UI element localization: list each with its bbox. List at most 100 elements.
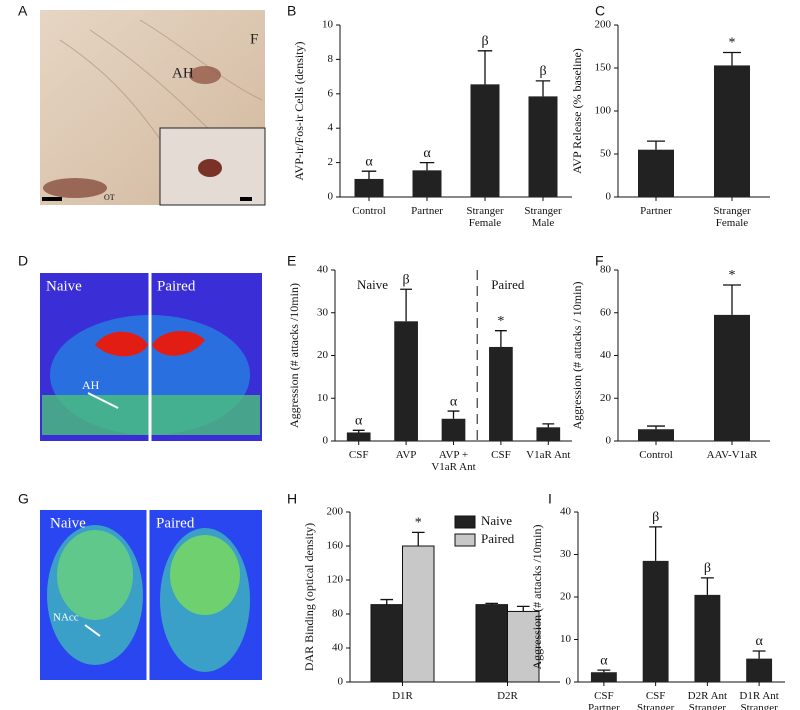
- x-tick-label: D1R: [392, 690, 413, 702]
- x-tick-label: Stranger Female: [466, 205, 504, 229]
- x-tick-label: D1R Ant Stranger: [739, 690, 778, 710]
- bar: [536, 427, 561, 441]
- y-tick-label: 120: [327, 574, 344, 586]
- panel-letter: E: [287, 253, 296, 269]
- y-tick-label: 40: [332, 642, 344, 654]
- significance-mark: β: [539, 64, 546, 79]
- bar: [370, 604, 403, 683]
- bar: [470, 84, 500, 197]
- panel-letter: G: [18, 491, 29, 507]
- error-bar: [516, 605, 530, 612]
- bar: [642, 560, 669, 682]
- y-tick-label: 40: [560, 506, 572, 518]
- y-tick-label: 10: [322, 19, 334, 31]
- y-tick-label: 6: [328, 87, 334, 99]
- significance-mark: β: [652, 510, 659, 525]
- y-tick-label: 30: [317, 306, 329, 318]
- y-tick-label: 8: [328, 53, 334, 65]
- y-tick-label: 20: [560, 591, 572, 603]
- image-label: AH: [82, 378, 100, 392]
- panel-letter: D: [18, 253, 28, 269]
- image-label: OT: [104, 193, 115, 202]
- image-label: Naive: [46, 278, 82, 294]
- bar: [714, 65, 750, 197]
- x-tick-label: AVP: [396, 449, 417, 461]
- error-bar: [400, 288, 413, 322]
- image-d: Naive Paired AH: [40, 273, 262, 441]
- y-axis-label: Aggression (# attacks / 10min): [570, 282, 584, 430]
- y-tick-label: 4: [328, 122, 334, 134]
- error-bar: [723, 51, 741, 66]
- y-tick-label: 60: [600, 306, 612, 318]
- panel-letter: F: [595, 253, 604, 269]
- legend-label: Paired: [481, 531, 515, 546]
- x-tick-label: V1aR Ant: [526, 449, 570, 461]
- y-tick-label: 80: [332, 608, 344, 620]
- significance-mark: α: [755, 634, 763, 649]
- significance-mark: *: [729, 36, 736, 51]
- x-tick-label: CSF Stranger: [637, 690, 675, 710]
- y-tick-label: 2: [328, 156, 334, 168]
- panel-letter: B: [287, 3, 296, 19]
- y-tick-label: 50: [600, 148, 612, 160]
- image-label: Naive: [50, 515, 86, 531]
- x-tick-label: AAV-V1aR: [707, 449, 758, 461]
- bar: [402, 545, 435, 683]
- panel-letter: H: [287, 491, 297, 507]
- significance-mark: α: [355, 414, 363, 429]
- significance-mark: β: [481, 34, 488, 49]
- panel-letter: I: [548, 491, 552, 507]
- x-tick-label: Stranger Female: [713, 205, 751, 229]
- y-tick-label: 0: [323, 435, 329, 447]
- significance-mark: α: [600, 653, 608, 668]
- x-tick-label: AVP + V1aR Ant: [431, 449, 475, 473]
- bar: [346, 432, 371, 441]
- y-tick-label: 10: [317, 392, 329, 404]
- bar: [694, 594, 721, 682]
- significance-mark: β: [403, 272, 410, 287]
- y-tick-label: 0: [338, 676, 344, 688]
- error-bar: [352, 429, 365, 433]
- y-tick-label: 150: [595, 62, 612, 74]
- y-tick-label: 40: [317, 264, 329, 276]
- significance-mark: *: [497, 314, 504, 329]
- bar: [507, 610, 540, 683]
- image-a: F AH OT: [40, 10, 266, 206]
- legend-swatch: [454, 533, 476, 547]
- y-tick-label: 160: [327, 540, 344, 552]
- bar: [489, 346, 513, 441]
- y-tick-label: 0: [566, 676, 572, 688]
- image-label: F: [250, 31, 258, 47]
- x-tick-label: Control: [639, 449, 673, 461]
- error-bar: [542, 423, 555, 428]
- bar: [394, 321, 418, 441]
- y-axis-label: Aggression (# attacks /10min): [530, 525, 544, 670]
- error-bar: [411, 531, 425, 546]
- bar: [590, 672, 617, 682]
- image-label: AH: [172, 65, 194, 81]
- x-tick-label: Control: [352, 205, 386, 217]
- bar: [528, 96, 558, 197]
- x-tick-label: D2R Ant Stranger: [688, 690, 727, 710]
- y-tick-label: 0: [328, 191, 334, 203]
- y-tick-label: 30: [560, 548, 572, 560]
- x-tick-label: Partner: [640, 205, 672, 217]
- bar: [746, 658, 773, 682]
- significance-mark: *: [729, 268, 736, 283]
- error-bar: [700, 577, 714, 595]
- y-axis-label: Aggression (# attacks /10min): [287, 283, 301, 428]
- bar: [638, 429, 674, 441]
- significance-mark: *: [415, 516, 422, 531]
- panel-letter: A: [18, 3, 28, 19]
- image-g: Naive Paired NAcc: [40, 510, 262, 680]
- y-tick-label: 20: [317, 349, 329, 361]
- error-bar: [647, 425, 665, 430]
- error-bar: [447, 410, 460, 419]
- error-bar: [494, 330, 507, 347]
- bar: [638, 149, 674, 197]
- error-bar: [597, 669, 611, 673]
- error-bar: [361, 170, 377, 179]
- y-tick-label: 20: [600, 392, 612, 404]
- group-label: Paired: [491, 277, 525, 292]
